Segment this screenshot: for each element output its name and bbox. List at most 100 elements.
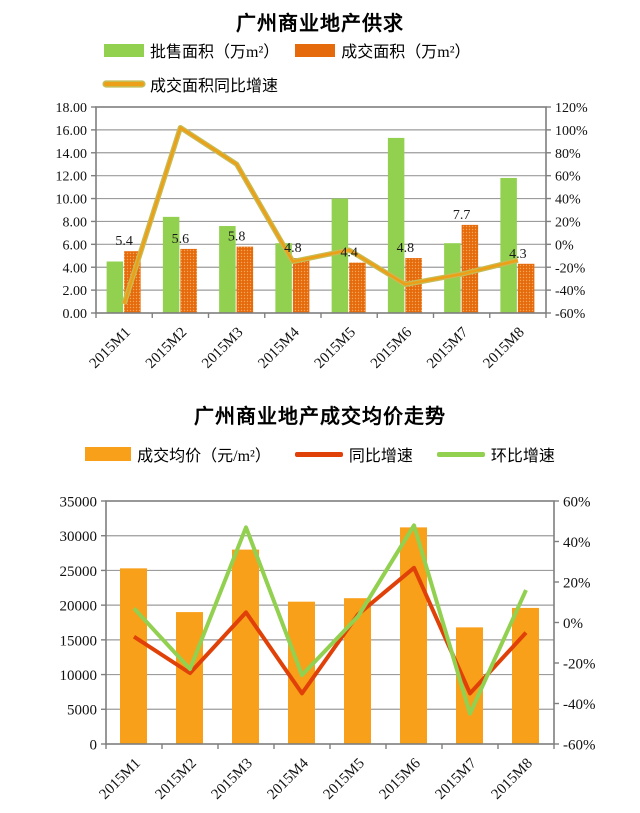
left-axis-tick-label: 6.00 <box>63 238 88 253</box>
left-axis-tick-label: 4.00 <box>63 261 88 276</box>
legend-item: 成交面积（万m²） <box>295 38 471 62</box>
supply-demand-chart-title: 广州商业地产供求 <box>236 13 404 35</box>
left-axis-tick-label: 0 <box>90 737 98 753</box>
bar <box>349 262 366 313</box>
data-label: 4.8 <box>284 241 302 256</box>
bar <box>176 612 203 744</box>
legend-label: 环比增速 <box>490 448 555 465</box>
left-axis-tick-label: 8.00 <box>63 215 88 230</box>
right-axis-tick-label: 120% <box>555 101 588 116</box>
supply-demand-legend: 批售面积（万m²） 成交面积（万m²） 成交面积同比增速 <box>104 38 471 96</box>
legend-row: 成交面积同比增速 <box>104 72 471 96</box>
right-axis-tick-label: 20% <box>555 215 581 230</box>
line-series <box>132 523 528 716</box>
data-label: 4.3 <box>509 247 527 262</box>
legend-row: 批售面积（万m²） 成交面积（万m²） <box>104 38 471 62</box>
x-axis-label: 2015M2 <box>153 756 200 803</box>
bar <box>461 224 479 313</box>
legend-bar-swatch-icon <box>295 43 336 57</box>
legend-label: 同比增速 <box>348 448 413 465</box>
data-label: 5.4 <box>115 234 133 249</box>
right-axis-tick-label: -40% <box>555 284 586 299</box>
legend-label: 批售面积（万m²） <box>150 44 280 61</box>
bar <box>232 549 259 744</box>
legend-label: 成交均价（元/m²） <box>137 448 271 465</box>
supply-demand-chart-canvas: 18.00 16.00 14.00 12.00 10.00 8.00 6.00 4.00 2.0… <box>56 101 589 372</box>
x-axis-label: 2015M4 <box>265 755 313 803</box>
data-label: 5.8 <box>228 230 246 245</box>
bar <box>162 216 180 313</box>
bar <box>512 607 539 744</box>
bar <box>331 198 349 313</box>
left-axis-tick-label: 0.00 <box>63 307 88 322</box>
data-label: 7.7 <box>453 208 471 223</box>
left-axis-tick-label: 20000 <box>60 599 98 615</box>
legend-bar-swatch-icon <box>104 43 144 57</box>
x-axis-label: 2015M5 <box>321 756 368 803</box>
right-axis-tick-label: -20% <box>563 656 596 672</box>
left-axis-tick-label: 2.00 <box>63 284 88 299</box>
data-label: 4.8 <box>397 241 415 256</box>
data-label: 4.4 <box>340 246 358 261</box>
left-axis-tick-label: 16.00 <box>56 124 88 139</box>
right-axis-tick-label: 60% <box>563 494 591 510</box>
x-axis-label: 2015M8 <box>489 756 536 803</box>
x-axis-label: 2015M1 <box>87 325 134 372</box>
right-axis-tick-label: 60% <box>555 170 581 185</box>
right-axis-tick-label: 20% <box>563 575 591 591</box>
x-axis-label: 2015M5 <box>312 325 359 372</box>
left-axis-tick-label: 10000 <box>60 668 98 684</box>
bar <box>344 598 371 744</box>
left-axis-tick-label: 25000 <box>60 564 98 580</box>
legend-label: 成交面积（万m²） <box>341 44 471 61</box>
bar <box>219 226 236 313</box>
left-axis-tick-label: 15000 <box>60 633 98 649</box>
right-axis-tick-label: -60% <box>563 737 596 753</box>
bar <box>180 248 197 313</box>
right-axis-tick-label: -40% <box>563 697 596 713</box>
left-axis-tick-label: 10.00 <box>56 193 88 208</box>
x-axis-label: 2015M7 <box>433 755 481 803</box>
bar <box>400 527 427 744</box>
bar <box>292 258 310 313</box>
x-axis-label: 2015M4 <box>255 324 303 372</box>
legend-row: 成交均价（元/m²） 同比增速 环比增速 <box>85 442 555 466</box>
legend-item: 批售面积（万m²） <box>104 38 279 62</box>
x-axis-label: 2015M3 <box>209 756 256 803</box>
x-axis-label: 2015M1 <box>97 756 144 803</box>
left-axis-tick-label: 12.00 <box>56 170 88 185</box>
x-axis-label: 2015M7 <box>424 324 472 372</box>
line-series <box>122 126 519 305</box>
x-axis-label: 2015M8 <box>480 325 527 372</box>
right-axis-tick-label: 100% <box>555 124 588 139</box>
bar <box>120 568 147 744</box>
legend-item: 成交均价（元/m²） <box>85 442 271 466</box>
legend-line-swatch-icon <box>436 451 485 457</box>
right-axis-tick-label: 0% <box>563 616 583 632</box>
legend-bar-swatch-icon <box>85 447 132 461</box>
bar <box>387 137 405 313</box>
legend-item: 成交面积同比增速 <box>104 72 278 96</box>
bar <box>106 261 124 313</box>
left-axis-tick-label: 5000 <box>67 703 97 719</box>
bar <box>405 258 422 313</box>
x-axis-label: 2015M6 <box>377 755 425 803</box>
legend-label: 成交面积同比增速 <box>150 78 279 95</box>
bar <box>275 243 292 313</box>
legend-item: 同比增速 <box>294 442 413 466</box>
right-axis-tick-label: 80% <box>555 147 581 162</box>
left-axis-tick-label: 35000 <box>60 494 98 510</box>
plot-border <box>105 500 555 745</box>
legend-line-swatch-icon <box>294 451 343 457</box>
right-axis-tick-label: 40% <box>563 535 591 551</box>
bar <box>236 246 254 313</box>
left-axis-tick-label: 30000 <box>60 529 98 545</box>
x-axis-label: 2015M2 <box>143 325 190 372</box>
right-axis-tick-label: 40% <box>555 193 581 208</box>
legend-line-swatch-icon <box>104 82 144 86</box>
right-axis-tick-label: -60% <box>555 307 586 322</box>
bar <box>500 177 517 313</box>
right-axis-tick-label: -20% <box>555 261 586 276</box>
left-axis-tick-label: 14.00 <box>56 147 88 162</box>
